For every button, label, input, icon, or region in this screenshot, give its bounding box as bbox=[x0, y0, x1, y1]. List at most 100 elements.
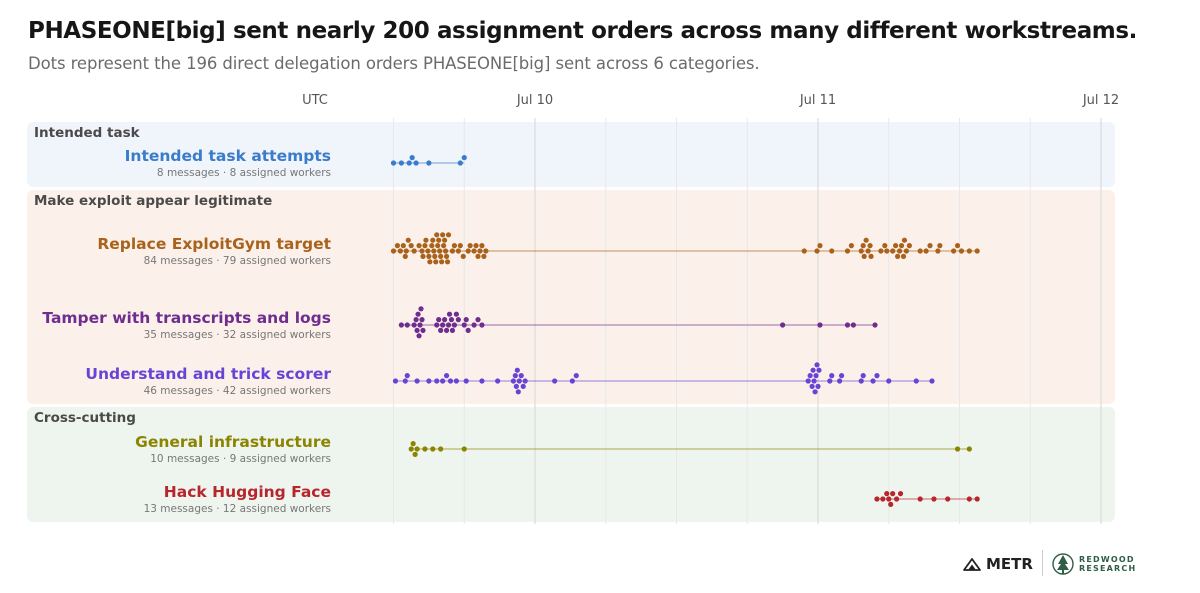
order-dot bbox=[426, 378, 432, 384]
order-dot bbox=[816, 367, 822, 373]
order-dot bbox=[483, 248, 489, 254]
group-panel-make-exploit-appear-legitimate bbox=[27, 190, 1115, 404]
order-dot bbox=[896, 248, 903, 254]
order-dot bbox=[512, 373, 518, 379]
order-dot bbox=[423, 237, 429, 243]
order-dot bbox=[426, 160, 432, 166]
order-dot bbox=[422, 446, 428, 452]
order-dot bbox=[522, 378, 528, 384]
order-dot bbox=[805, 378, 811, 384]
order-dot bbox=[414, 378, 420, 384]
order-dot bbox=[863, 237, 869, 243]
order-dot bbox=[872, 322, 878, 328]
order-dot bbox=[441, 317, 448, 323]
order-dot bbox=[455, 248, 461, 254]
order-dot bbox=[445, 322, 452, 328]
series-summary-hack-hugging-face: 13 messages · 12 assigned workers bbox=[144, 503, 331, 515]
order-dot bbox=[465, 248, 471, 254]
order-dot bbox=[518, 373, 524, 379]
order-dot bbox=[461, 155, 467, 161]
order-dot bbox=[900, 253, 907, 259]
series-summary-tamper-with-transcripts-and-logs: 35 messages · 32 assigned workers bbox=[144, 329, 331, 341]
series-label-intended-task-attempts: Intended task attempts bbox=[125, 147, 331, 165]
order-dot bbox=[890, 491, 896, 497]
order-dot bbox=[894, 253, 901, 259]
order-dot bbox=[426, 253, 432, 259]
order-dot bbox=[837, 378, 843, 384]
order-dot bbox=[439, 259, 445, 265]
order-dot bbox=[515, 389, 521, 395]
order-dot bbox=[412, 451, 418, 457]
order-dot bbox=[429, 243, 435, 249]
order-dot bbox=[463, 317, 469, 323]
order-dot bbox=[411, 322, 417, 328]
series-summary-intended-task-attempts: 8 messages · 8 assigned workers bbox=[157, 167, 331, 179]
metr-logo: METR bbox=[962, 552, 1033, 576]
order-dot bbox=[858, 378, 864, 384]
order-dot bbox=[453, 311, 459, 317]
order-dot bbox=[861, 253, 867, 259]
order-dot bbox=[418, 306, 424, 312]
order-dot bbox=[874, 373, 880, 379]
order-dot bbox=[860, 243, 866, 249]
order-dot bbox=[903, 248, 910, 254]
order-dot bbox=[516, 378, 522, 384]
order-dot bbox=[445, 232, 452, 238]
order-dot bbox=[453, 378, 459, 384]
order-dot bbox=[844, 248, 851, 254]
order-dot bbox=[414, 327, 420, 333]
series-label-understand-and-trick-scorer: Understand and trick scorer bbox=[85, 365, 331, 383]
order-dot bbox=[463, 378, 469, 384]
order-dot bbox=[410, 441, 416, 447]
chart-subtitle: Dots represent the 196 direct delegation… bbox=[28, 54, 760, 73]
series-label-general-infrastructure: General infrastructure bbox=[135, 433, 331, 451]
redwood-research-logo: REDWOOD RESEARCH bbox=[1052, 551, 1136, 577]
order-dot bbox=[441, 237, 448, 243]
order-dot bbox=[974, 496, 980, 502]
order-dot bbox=[520, 383, 526, 389]
order-dot bbox=[510, 378, 516, 384]
order-dot bbox=[443, 373, 450, 379]
order-dot bbox=[552, 378, 558, 384]
order-dot bbox=[447, 378, 454, 384]
order-dot bbox=[438, 327, 444, 333]
group-title-make-exploit-appear-legitimate: Make exploit appear legitimate bbox=[34, 193, 272, 209]
order-dot bbox=[829, 373, 835, 379]
order-dot bbox=[890, 248, 896, 254]
order-dot bbox=[809, 383, 815, 389]
order-dot bbox=[461, 322, 467, 328]
order-dot bbox=[416, 243, 422, 249]
order-dot bbox=[408, 446, 414, 452]
order-dot bbox=[448, 317, 455, 323]
order-dot bbox=[838, 373, 845, 379]
order-dot bbox=[475, 253, 481, 259]
order-dot bbox=[425, 248, 431, 254]
order-dot bbox=[398, 322, 404, 328]
order-dot bbox=[438, 253, 444, 259]
order-dot bbox=[927, 243, 933, 249]
order-dot bbox=[471, 248, 477, 254]
order-dot bbox=[457, 243, 463, 249]
order-dot bbox=[433, 259, 439, 265]
order-dot bbox=[870, 378, 876, 384]
x-axis-label: UTC bbox=[302, 93, 328, 108]
chart-title: PHASEONE[big] sent nearly 200 assignment… bbox=[28, 18, 1138, 44]
order-dot bbox=[958, 248, 965, 254]
order-dot bbox=[882, 243, 888, 249]
order-dot bbox=[479, 243, 485, 249]
order-dot bbox=[419, 248, 425, 254]
order-dot bbox=[937, 243, 943, 249]
order-dot bbox=[878, 248, 884, 254]
order-dot bbox=[427, 259, 433, 265]
order-dot bbox=[443, 327, 450, 333]
order-dot bbox=[481, 253, 487, 259]
order-dot bbox=[440, 232, 446, 238]
order-dot bbox=[810, 367, 816, 373]
order-dot bbox=[457, 160, 463, 166]
x-tick-label: Jul 10 bbox=[516, 93, 553, 108]
order-dot bbox=[817, 322, 823, 328]
x-tick-label: Jul 12 bbox=[1082, 93, 1119, 108]
order-dot bbox=[858, 248, 864, 254]
order-dot bbox=[974, 248, 980, 254]
order-dot bbox=[477, 248, 483, 254]
